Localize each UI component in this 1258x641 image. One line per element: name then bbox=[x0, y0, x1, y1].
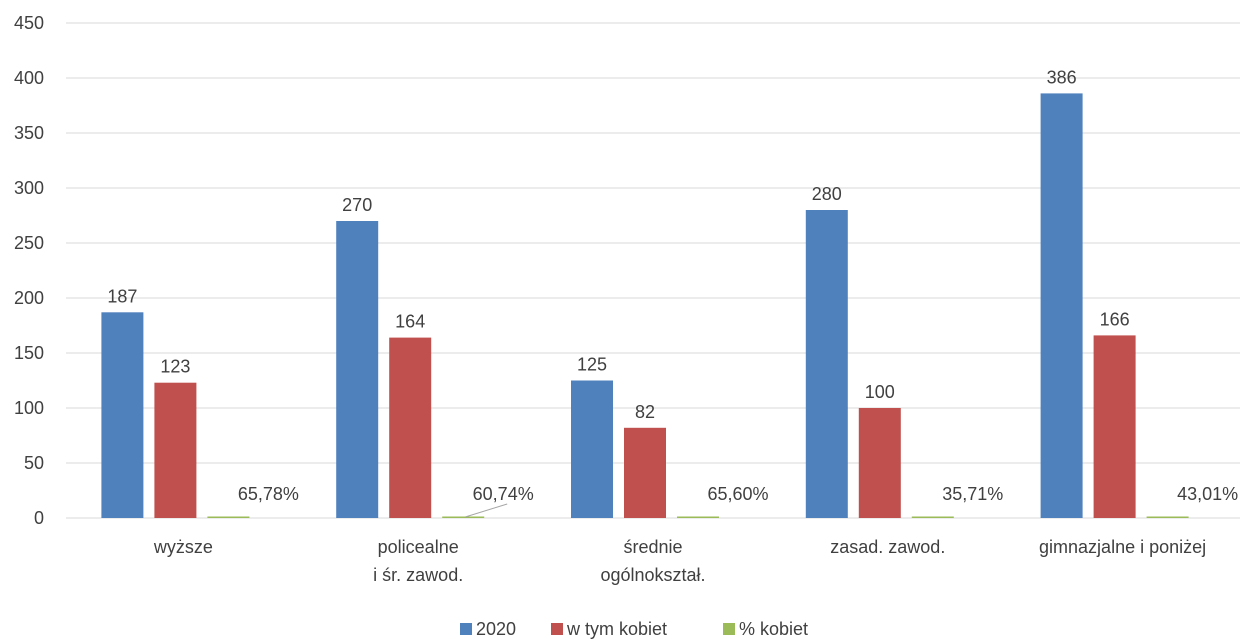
data-label: 270 bbox=[342, 195, 372, 215]
y-tick-label: 350 bbox=[14, 123, 44, 143]
category-label-line: ogólnokształ. bbox=[600, 565, 705, 585]
bar-2020 bbox=[1040, 93, 1083, 519]
category-label: wyższe bbox=[153, 537, 213, 557]
data-labels: 187 270 125 280 386 123 164 82 100 166 65,78% 60,74… bbox=[107, 67, 1238, 518]
y-tick-label: 100 bbox=[14, 398, 44, 418]
data-label: 35,71% bbox=[942, 484, 1003, 504]
data-label: 166 bbox=[1100, 309, 1130, 329]
y-tick-label: 0 bbox=[34, 508, 44, 528]
data-label: 65,78% bbox=[238, 484, 299, 504]
category-label: zasad. zawod. bbox=[830, 537, 945, 557]
bar-w-tym-kobiet bbox=[389, 337, 432, 518]
bar-procent-kobiet bbox=[1146, 516, 1189, 518]
data-label: 123 bbox=[160, 357, 190, 377]
legend-swatch bbox=[723, 623, 735, 635]
bar-procent-kobiet bbox=[911, 516, 954, 518]
legend-swatch bbox=[460, 623, 472, 635]
y-tick-label: 250 bbox=[14, 233, 44, 253]
gridlines bbox=[66, 22, 1240, 519]
category-label-line: wyższe bbox=[153, 537, 213, 557]
bar-2020 bbox=[571, 380, 613, 518]
legend-label: % kobiet bbox=[739, 619, 808, 639]
bar-procent-kobiet bbox=[442, 516, 485, 518]
category-label: policealne i śr. zawod. bbox=[373, 537, 463, 585]
bar-2020 bbox=[101, 312, 144, 518]
data-label: 164 bbox=[395, 312, 425, 332]
bar-2020 bbox=[805, 210, 848, 518]
bar-w-tym-kobiet bbox=[624, 427, 666, 518]
data-label: 60,74% bbox=[473, 484, 534, 504]
category-label: gimnazjalne i poniżej bbox=[1039, 537, 1206, 557]
category-label-line: średnie bbox=[623, 537, 682, 557]
bar-w-tym-kobiet bbox=[858, 408, 901, 518]
category-label-line: gimnazjalne i poniżej bbox=[1039, 537, 1206, 557]
y-tick-label: 450 bbox=[14, 13, 44, 33]
category-label-line: policealne bbox=[378, 537, 459, 557]
x-axis-category-labels: wyższe policealne i śr. zawod. średnie ogóln… bbox=[153, 537, 1206, 585]
data-label: 187 bbox=[107, 286, 137, 306]
legend-label: 2020 bbox=[476, 619, 516, 639]
data-label: 82 bbox=[635, 402, 655, 422]
bar-procent-kobiet bbox=[207, 516, 250, 518]
data-label: 43,01% bbox=[1177, 484, 1238, 504]
data-label: 65,60% bbox=[707, 484, 768, 504]
bar-w-tym-kobiet bbox=[154, 382, 197, 518]
data-label: 386 bbox=[1047, 67, 1077, 87]
category-label-line: zasad. zawod. bbox=[830, 537, 945, 557]
data-label: 280 bbox=[812, 184, 842, 204]
label-leader-line bbox=[465, 503, 508, 518]
bars bbox=[101, 93, 1189, 519]
bar-procent-kobiet bbox=[677, 516, 719, 518]
y-tick-label: 150 bbox=[14, 343, 44, 363]
data-label: 125 bbox=[577, 355, 607, 375]
y-axis-tick-labels: 0 50 100 150 200 250 300 350 400 450 bbox=[14, 13, 44, 528]
legend: 2020 w tym kobiet % kobiet bbox=[460, 619, 808, 639]
y-tick-label: 400 bbox=[14, 68, 44, 88]
y-tick-label: 200 bbox=[14, 288, 44, 308]
bar-2020 bbox=[336, 221, 379, 518]
y-tick-label: 50 bbox=[24, 453, 44, 473]
y-tick-label: 300 bbox=[14, 178, 44, 198]
legend-swatch bbox=[551, 623, 563, 635]
bar-w-tym-kobiet bbox=[1093, 335, 1136, 518]
category-label: średnie ogólnokształ. bbox=[600, 537, 705, 585]
category-label-line: i śr. zawod. bbox=[373, 565, 463, 585]
legend-label: w tym kobiet bbox=[566, 619, 667, 639]
data-label: 100 bbox=[865, 382, 895, 402]
